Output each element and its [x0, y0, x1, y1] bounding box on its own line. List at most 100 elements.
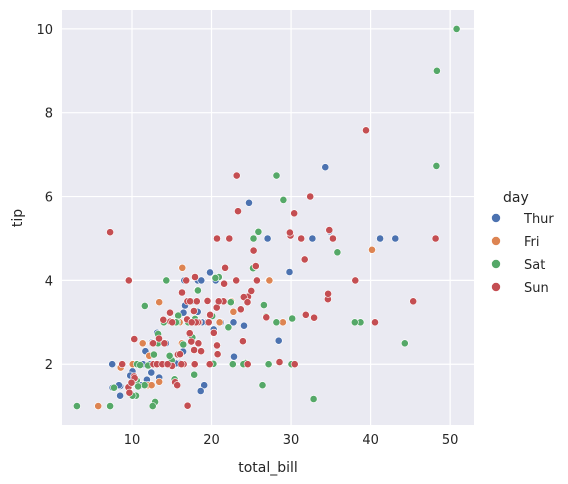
data-point — [118, 360, 127, 369]
data-point — [213, 234, 221, 243]
data-points — [73, 24, 461, 410]
legend-marker — [491, 282, 501, 292]
data-point — [371, 318, 379, 327]
data-point — [190, 360, 199, 369]
data-point — [178, 288, 186, 297]
data-point — [391, 234, 400, 243]
data-point — [200, 381, 209, 390]
data-point — [174, 311, 183, 320]
y-tick-label: 2 — [45, 358, 53, 373]
data-point — [324, 289, 332, 298]
data-point — [278, 318, 287, 327]
data-point — [94, 402, 103, 410]
data-point — [203, 296, 212, 305]
data-point — [187, 337, 196, 346]
data-point — [106, 402, 114, 410]
y-tick-labels: 2 4 6 8 10 — [36, 23, 53, 373]
data-point — [163, 360, 172, 369]
x-tick-labels: 10 20 30 40 50 — [124, 433, 459, 448]
x-tick-label: 20 — [203, 433, 220, 448]
legend-item-fri: Fri — [491, 235, 540, 250]
data-point — [234, 207, 242, 216]
legend-marker — [491, 213, 501, 223]
data-point — [432, 161, 441, 170]
data-point — [308, 234, 317, 243]
data-point — [168, 318, 177, 327]
data-point — [431, 234, 440, 243]
data-point — [73, 402, 81, 410]
data-point — [290, 209, 299, 218]
data-point — [272, 171, 281, 180]
data-point — [306, 192, 315, 201]
legend-item-thur: Thur — [491, 212, 554, 227]
data-point — [400, 339, 409, 348]
data-point — [189, 307, 198, 315]
legend-item-sun: Sun — [491, 281, 549, 296]
data-point — [178, 263, 187, 272]
data-point — [224, 323, 233, 332]
data-point — [240, 321, 248, 330]
data-point — [165, 351, 174, 360]
data-point — [162, 276, 171, 285]
data-point — [155, 334, 163, 343]
data-point — [206, 310, 214, 319]
data-point — [205, 360, 214, 369]
data-point — [225, 234, 234, 243]
data-point — [259, 301, 268, 309]
data-point — [301, 310, 310, 319]
data-point — [183, 401, 192, 410]
data-point — [197, 276, 206, 285]
legend-label: Sat — [524, 258, 545, 273]
data-point — [409, 297, 418, 306]
data-point — [149, 339, 157, 348]
data-point — [116, 391, 124, 400]
data-point — [251, 262, 260, 270]
data-point — [264, 360, 273, 369]
series-sun — [106, 126, 440, 410]
data-point — [194, 339, 203, 348]
data-point — [196, 387, 205, 395]
data-point — [229, 318, 238, 327]
data-point — [213, 341, 221, 350]
data-point — [362, 126, 370, 135]
data-point — [351, 276, 360, 285]
data-point — [124, 276, 133, 285]
data-point — [173, 381, 182, 390]
legend-item-sat: Sat — [491, 258, 545, 273]
data-point — [272, 318, 281, 327]
data-point — [127, 378, 136, 387]
data-point — [229, 307, 238, 316]
data-point — [211, 273, 220, 282]
data-point — [193, 286, 202, 295]
data-point — [215, 318, 224, 327]
data-point — [149, 350, 158, 359]
data-point — [297, 234, 306, 243]
x-tick-label: 10 — [124, 433, 141, 448]
data-point — [275, 358, 284, 366]
data-point — [155, 377, 164, 386]
data-point — [179, 340, 188, 349]
data-point — [245, 198, 253, 207]
legend-label: Thur — [523, 212, 554, 227]
data-point — [285, 228, 294, 237]
data-point — [236, 305, 245, 314]
data-point — [192, 297, 201, 306]
data-point — [190, 346, 198, 354]
data-point — [155, 298, 164, 307]
x-tick-label: 40 — [362, 433, 379, 448]
data-point — [148, 402, 157, 410]
data-point — [185, 329, 194, 338]
data-point — [376, 234, 384, 243]
data-point — [279, 195, 288, 204]
data-point — [226, 298, 235, 307]
y-tick-label: 4 — [45, 274, 53, 289]
data-point — [310, 313, 318, 322]
data-point — [130, 335, 139, 343]
data-point — [191, 273, 199, 281]
data-point — [258, 381, 267, 390]
legend-label: Fri — [524, 235, 540, 250]
legend-marker — [491, 259, 501, 269]
data-point — [213, 350, 222, 359]
y-tick-label: 10 — [36, 23, 53, 38]
legend: day Thur Fri Sat Sun — [491, 190, 554, 296]
